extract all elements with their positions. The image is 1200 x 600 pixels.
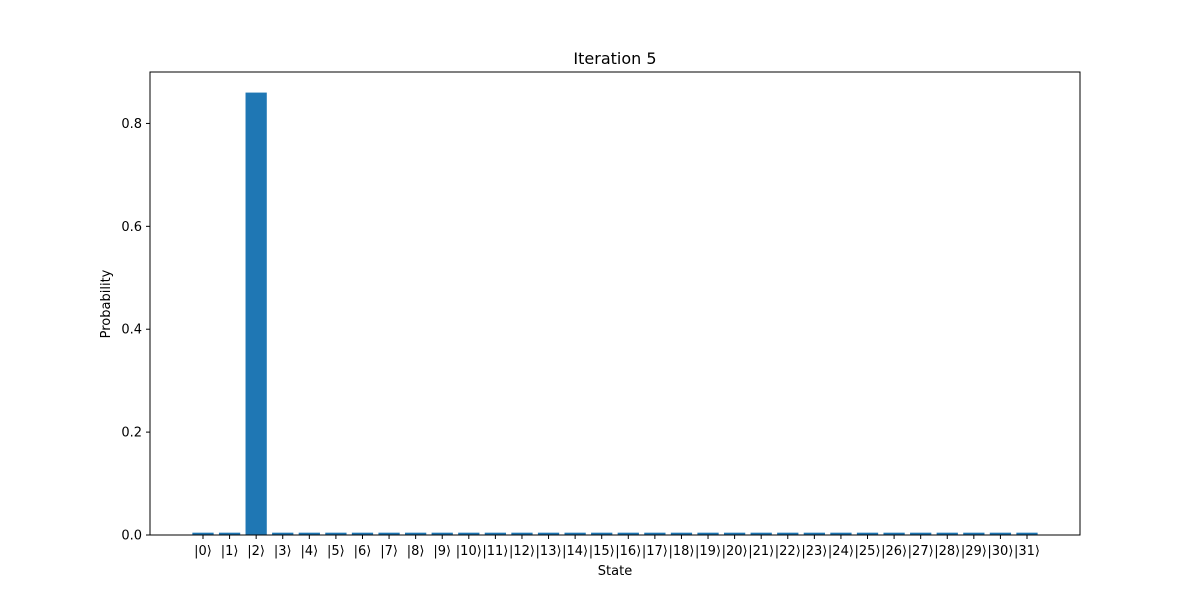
bar-state-24 <box>830 532 852 535</box>
bar-state-18 <box>670 532 693 535</box>
x-tick-label: |30⟩ <box>987 544 1013 559</box>
x-tick-label: |11⟩ <box>482 544 508 559</box>
x-tick-label: |17⟩ <box>642 544 668 559</box>
x-tick-label: |12⟩ <box>509 544 535 559</box>
bar-state-14 <box>564 532 586 535</box>
x-tick-label: |18⟩ <box>668 544 694 559</box>
x-tick-label: |6⟩ <box>354 544 372 559</box>
x-tick-label: |10⟩ <box>456 544 482 559</box>
bar-state-19 <box>697 532 719 535</box>
chart-title: Iteration 5 <box>573 49 656 68</box>
x-tick-label: |16⟩ <box>615 544 641 559</box>
bar-state-1 <box>218 532 241 535</box>
x-tick-label: |4⟩ <box>300 544 318 559</box>
bar-state-11 <box>484 532 507 535</box>
x-axis-ticks: |0⟩ |1⟩ |2⟩ |3⟩ |4⟩ |5⟩ |6⟩ |7⟩ |8⟩ |9⟩ |10⟩ |11⟩ |1… <box>194 535 1040 559</box>
x-tick-label: |15⟩ <box>589 544 615 559</box>
bar-state-17 <box>644 532 666 535</box>
bar-state-27 <box>910 532 932 535</box>
x-tick-label: |5⟩ <box>327 544 345 559</box>
y-tick-label: 0.2 <box>121 426 142 441</box>
x-tick-label: |14⟩ <box>562 544 588 559</box>
bar-state-21 <box>750 532 772 535</box>
x-tick-label: |21⟩ <box>748 544 774 559</box>
y-axis-label: Probability <box>99 269 114 338</box>
bar-state-25 <box>856 532 879 535</box>
bar-state-20 <box>723 532 746 535</box>
bar-state-29 <box>963 532 985 535</box>
y-tick-label: 0.0 <box>121 529 142 544</box>
x-tick-label: |28⟩ <box>934 544 960 559</box>
x-tick-label: |9⟩ <box>433 544 451 559</box>
bar-state-28 <box>936 532 958 535</box>
bar-state-9 <box>431 532 453 535</box>
x-tick-label: |24⟩ <box>828 544 854 559</box>
bar-state-13 <box>537 532 560 535</box>
bar-state-31 <box>1016 532 1038 535</box>
bar-state-2 <box>245 92 267 535</box>
bar-state-0 <box>192 532 214 535</box>
y-tick-label: 0.4 <box>121 323 142 338</box>
plot-frame <box>149 71 1081 536</box>
x-tick-label: |22⟩ <box>775 544 801 559</box>
bar-state-8 <box>405 532 427 535</box>
bars-group <box>192 92 1038 535</box>
bar-state-26 <box>883 532 905 535</box>
x-axis-label: State <box>598 564 632 579</box>
x-tick-label: |19⟩ <box>695 544 721 559</box>
bar-state-4 <box>298 532 320 535</box>
x-tick-label: |20⟩ <box>722 544 748 559</box>
bar-state-6 <box>351 532 374 535</box>
bar-state-30 <box>989 532 1012 535</box>
x-tick-label: |26⟩ <box>881 544 907 559</box>
x-tick-label: |31⟩ <box>1014 544 1040 559</box>
y-tick-label: 0.8 <box>121 117 142 132</box>
x-tick-label: |2⟩ <box>247 544 265 559</box>
bar-state-12 <box>511 532 533 535</box>
x-tick-label: |1⟩ <box>221 544 239 559</box>
x-tick-label: |23⟩ <box>801 544 827 559</box>
y-tick-label: 0.6 <box>121 220 142 235</box>
x-tick-label: |25⟩ <box>855 544 881 559</box>
x-tick-label: |3⟩ <box>274 544 292 559</box>
bar-state-3 <box>272 532 294 535</box>
x-tick-label: |0⟩ <box>194 544 212 559</box>
bar-state-23 <box>803 532 825 535</box>
bar-state-7 <box>378 532 400 535</box>
x-tick-label: |8⟩ <box>407 544 425 559</box>
x-tick-label: |27⟩ <box>908 544 934 559</box>
bar-state-5 <box>325 532 347 535</box>
bar-state-15 <box>591 532 613 535</box>
x-tick-label: |7⟩ <box>380 544 398 559</box>
x-tick-label: |29⟩ <box>961 544 987 559</box>
bar-state-22 <box>777 532 799 535</box>
bar-state-16 <box>617 532 639 535</box>
y-axis-ticks: 0.0 0.2 0.4 0.6 0.8 <box>121 117 150 544</box>
bar-state-10 <box>458 532 480 535</box>
x-tick-label: |13⟩ <box>536 544 562 559</box>
